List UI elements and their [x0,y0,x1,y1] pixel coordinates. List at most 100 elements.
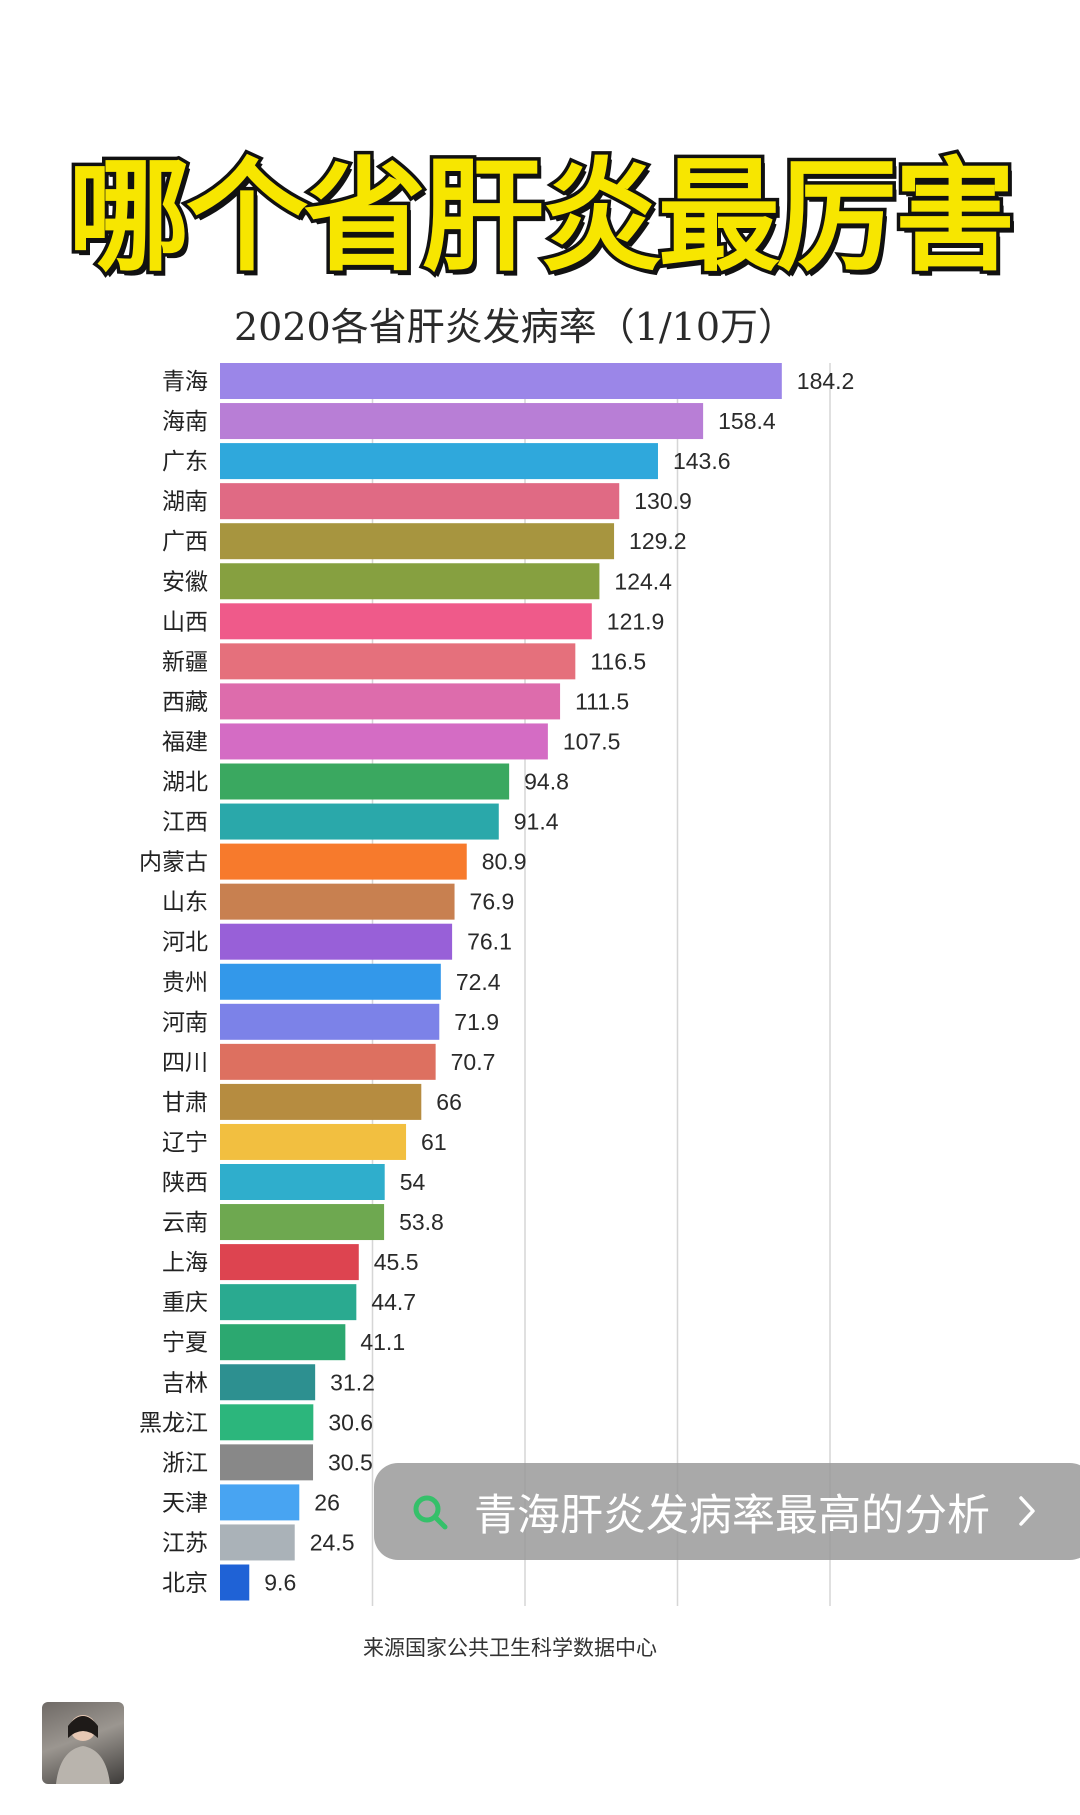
bar [220,763,510,800]
bar [220,483,620,520]
category-label: 天津 [162,1490,208,1516]
bar [220,1003,440,1040]
bar [220,883,455,920]
category-label: 吉林 [162,1370,208,1396]
value-label: 76.9 [470,889,515,915]
value-label: 44.7 [371,1289,416,1315]
category-label: 安徽 [162,569,208,595]
bar [220,923,453,960]
value-label: 45.5 [374,1249,419,1275]
category-label: 福建 [162,729,208,755]
value-label: 158.4 [718,408,776,434]
category-label: 山东 [162,890,208,916]
bar [220,403,704,440]
value-label: 124.4 [614,568,672,594]
value-label: 116.5 [590,648,646,674]
category-label: 黑龙江 [139,1410,208,1436]
category-label: 甘肃 [162,1090,208,1116]
value-label: 184.2 [797,368,855,394]
bar [220,1404,314,1441]
value-label: 31.2 [330,1369,375,1395]
category-label: 湖北 [162,770,208,796]
value-label: 129.2 [629,528,687,554]
chart-title: 2020各省肝炎发病率（1/10万） [233,305,797,349]
value-label: 9.6 [264,1570,296,1596]
bar [220,1524,295,1561]
value-label: 30.5 [328,1449,373,1475]
bar [220,1564,250,1601]
category-label: 广西 [162,529,208,555]
source-note: 来源国家公共卫生科学数据中心 [363,1636,657,1660]
bar [220,1083,422,1120]
category-label: 北京 [162,1571,208,1597]
category-label: 重庆 [162,1290,208,1316]
bar [220,603,592,640]
category-label: 浙江 [162,1450,208,1476]
value-label: 143.6 [673,448,731,474]
category-label: 湖南 [162,489,208,515]
value-label: 24.5 [310,1529,355,1555]
avatar-figure [56,1715,110,1784]
bar [220,1284,357,1321]
category-label: 西藏 [162,689,208,715]
search-icon-handle [432,1514,448,1529]
bar [220,563,600,600]
value-label: 72.4 [456,969,501,995]
bar [220,1244,359,1281]
bar [220,1484,300,1521]
category-label: 新疆 [162,649,208,675]
category-label: 四川 [162,1050,208,1076]
category-label: 江苏 [162,1530,208,1556]
value-label: 107.5 [563,728,621,754]
value-label: 91.4 [514,809,559,835]
bar [220,643,576,680]
category-label: 上海 [162,1250,208,1276]
bar [220,963,441,1000]
value-label: 61 [421,1129,447,1155]
value-label: 41.1 [360,1329,405,1355]
search-icon [413,1495,448,1529]
category-label: 广东 [162,449,208,475]
bar [220,843,467,880]
category-label: 河北 [162,930,208,956]
bar [220,363,782,399]
category-label: 辽宁 [162,1130,208,1156]
value-labels: 184.2 158.4 143.6 130.9 129.2 124.4 121.9 116.5… [264,368,854,1596]
avatar[interactable] [42,1702,124,1784]
category-label: 海南 [162,409,208,435]
bar [220,1324,346,1361]
category-label: 贵州 [162,970,208,996]
bar [220,1164,385,1200]
category-label: 山西 [162,609,208,635]
value-label: 94.8 [524,769,569,795]
value-label: 30.6 [328,1409,373,1435]
search-suggestion-bar[interactable]: 青海肝炎发病率最高的分析 [374,1463,1080,1560]
value-label: 54 [400,1169,426,1195]
value-label: 70.7 [451,1049,496,1075]
category-label: 内蒙古 [139,850,208,876]
value-label: 71.9 [454,1009,499,1035]
bars [220,363,782,1601]
bar [220,803,499,840]
value-label: 76.1 [467,929,512,955]
category-label: 陕西 [162,1170,208,1196]
search-suggestion-text: 青海肝炎发病率最高的分析 [474,1490,990,1541]
bar [220,1043,436,1080]
category-label: 云南 [162,1210,208,1236]
bar [220,1364,316,1401]
category-label: 青海 [162,369,208,395]
value-label: 53.8 [399,1209,444,1235]
value-label: 26 [314,1489,340,1515]
headline: 哪个省肝炎最厉害 [65,143,1020,292]
search-icon-circle [413,1495,441,1522]
value-label: 66 [436,1089,462,1115]
category-label: 江西 [162,810,208,836]
value-label: 130.9 [634,488,692,514]
value-label: 121.9 [607,608,665,634]
category-label: 宁夏 [162,1330,208,1356]
bar [220,443,658,480]
bar [220,683,561,720]
category-labels: 青海海南广东湖南广西安徽山西新疆西藏福建湖北江西内蒙古山东河北贵州河南四川甘肃辽… [139,369,208,1597]
bar [220,1204,385,1241]
chevron-right-icon [1019,1496,1035,1526]
